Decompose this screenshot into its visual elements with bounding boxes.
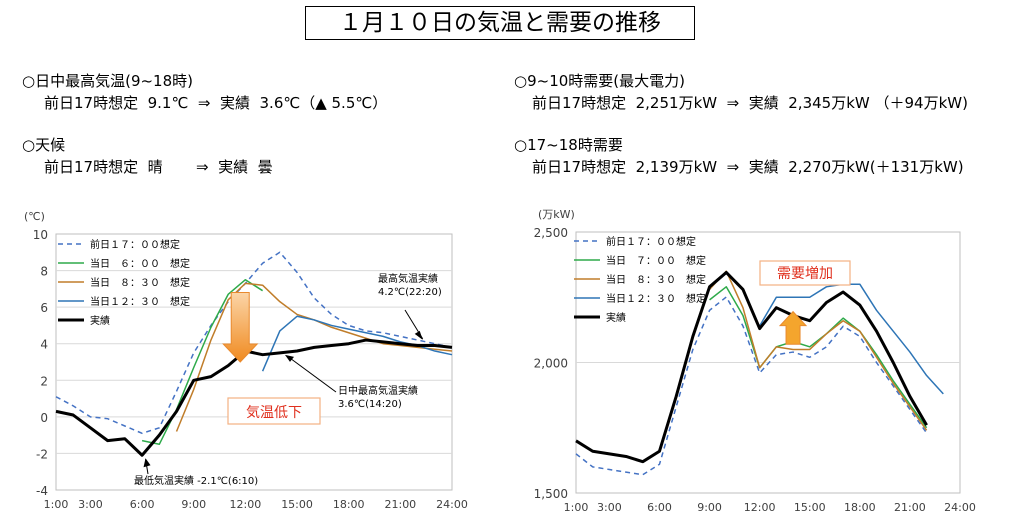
annotation-max-temperature: 最高気温実績 [378, 272, 438, 285]
callout-box [759, 260, 851, 286]
annotation-pointer [286, 355, 337, 393]
x-tick-label: 15:00 [281, 498, 313, 511]
info-left-1-head: ○日中最高気温(9~18時) [22, 72, 193, 90]
legend-label: 当日１２：３０ 想定 [606, 292, 706, 305]
legend-label: 前日１７：００想定 [606, 235, 696, 248]
legend-label: 当日 ６：００ 想定 [90, 257, 190, 270]
y-axis-label: (万kW) [538, 208, 575, 221]
x-tick-label: 3:00 [78, 498, 103, 511]
info-left-2-head: ○天候 [22, 136, 66, 154]
series-line-1 [55, 251, 453, 435]
y-axis-label: (℃) [24, 210, 45, 223]
x-tick-label: 9:00 [697, 501, 722, 514]
series-line-1 [575, 296, 928, 476]
info-right-2-head: ○17~18時需要 [514, 136, 623, 154]
y-tick-label: 6 [40, 301, 48, 315]
x-tick-label: 1:00 [44, 498, 69, 511]
x-tick-label: 12:00 [230, 498, 262, 511]
x-tick-label: 9:00 [181, 498, 206, 511]
annotation-daytime-max-temperature: 日中最高気温実績 [338, 384, 418, 397]
info-right-1-detail: 前日17時想定 2,251万kW ⇒ 実績 2,345万kW （＋94万kW) [532, 94, 968, 112]
x-tick-label: 18:00 [844, 501, 876, 514]
legend-label: 実績 [606, 311, 626, 324]
callout-demand-increase: 需要増加 [777, 266, 833, 282]
annotation-max-temperature: 4.2℃(22:20) [378, 287, 442, 298]
x-tick-label: 24:00 [944, 501, 976, 514]
plot-frame [55, 233, 453, 491]
x-tick-label: 6:00 [130, 498, 155, 511]
legend-label: 当日 ７：００ 想定 [606, 254, 706, 267]
y-tick-label: 2,000 [534, 357, 568, 371]
y-tick-label: 4 [40, 338, 48, 352]
y-tick-label: -4 [36, 484, 48, 498]
info-right-1-head: ○9~10時需要(最大電力) [514, 72, 685, 90]
series-line-2 [141, 278, 264, 446]
demand-chart: 1,500 2,000 2,500 (万kW) 1:00 3:00 6:00 9:00 12:0… [534, 208, 976, 514]
x-tick-label: 12:00 [744, 501, 776, 514]
x-tick-label: 21:00 [894, 501, 926, 514]
series-line-3 [709, 270, 928, 431]
legend-label: 前日１７：００想定 [90, 238, 180, 251]
info-left-2-detail: 前日17時想定 晴 ⇒ 実績 曇 [44, 158, 273, 176]
x-tick-label: 18:00 [333, 498, 365, 511]
demand-increase-arrow [778, 310, 808, 345]
callout-box [227, 397, 321, 425]
x-tick-label: 6:00 [647, 501, 672, 514]
y-tick-label: 0 [40, 411, 48, 425]
y-tick-label: 10 [33, 228, 48, 242]
temperature-drop-arrow [222, 292, 259, 363]
y-tick-label: -2 [36, 447, 48, 461]
y-tick-label: 2,500 [534, 226, 568, 240]
temperature-chart: -4 -2 0 2 4 6 8 10 (℃) 1:00 3:00 6:00 9:00 12:00 15:00… [24, 210, 468, 511]
series-line-5 [575, 270, 928, 464]
series-line-2 [709, 286, 928, 429]
annotation-min-temperature: 最低気温実績 -2.1℃(6:10) [134, 474, 258, 487]
series-line-4 [759, 283, 944, 395]
x-tick-label: 24:00 [436, 498, 468, 511]
annotation-arrowhead [143, 458, 151, 468]
x-tick-label: 15:00 [794, 501, 826, 514]
y-tick-label: 1,500 [534, 487, 568, 501]
x-tick-label: 3:00 [597, 501, 622, 514]
annotation-daytime-max-temperature: 3.6℃(14:20) [338, 399, 402, 410]
annotation-arrowhead [414, 330, 423, 340]
y-tick-label: 2 [40, 374, 48, 388]
legend-label: 実績 [90, 314, 110, 327]
legend-label: 当日１２：３０ 想定 [90, 295, 190, 308]
x-tick-label: 1:00 [564, 501, 589, 514]
x-tick-label: 21:00 [384, 498, 416, 511]
series-line-5 [55, 338, 453, 457]
legend-label: 当日 ８：３０ 想定 [606, 273, 706, 286]
info-left-1-detail: 前日17時想定 9.1℃ ⇒ 実績 3.6℃（▲ 5.5℃） [44, 94, 388, 112]
callout-temperature-drop: 気温低下 [246, 405, 302, 421]
annotation-arrowhead [284, 354, 294, 362]
legend-label: 当日 ８：３０ 想定 [90, 276, 190, 289]
info-right-2-detail: 前日17時想定 2,139万kW ⇒ 実績 2,270万kW(＋131万kW) [532, 158, 964, 176]
page-title: １月１０日の気温と需要の推移 [305, 6, 695, 40]
y-tick-label: 8 [40, 265, 48, 279]
